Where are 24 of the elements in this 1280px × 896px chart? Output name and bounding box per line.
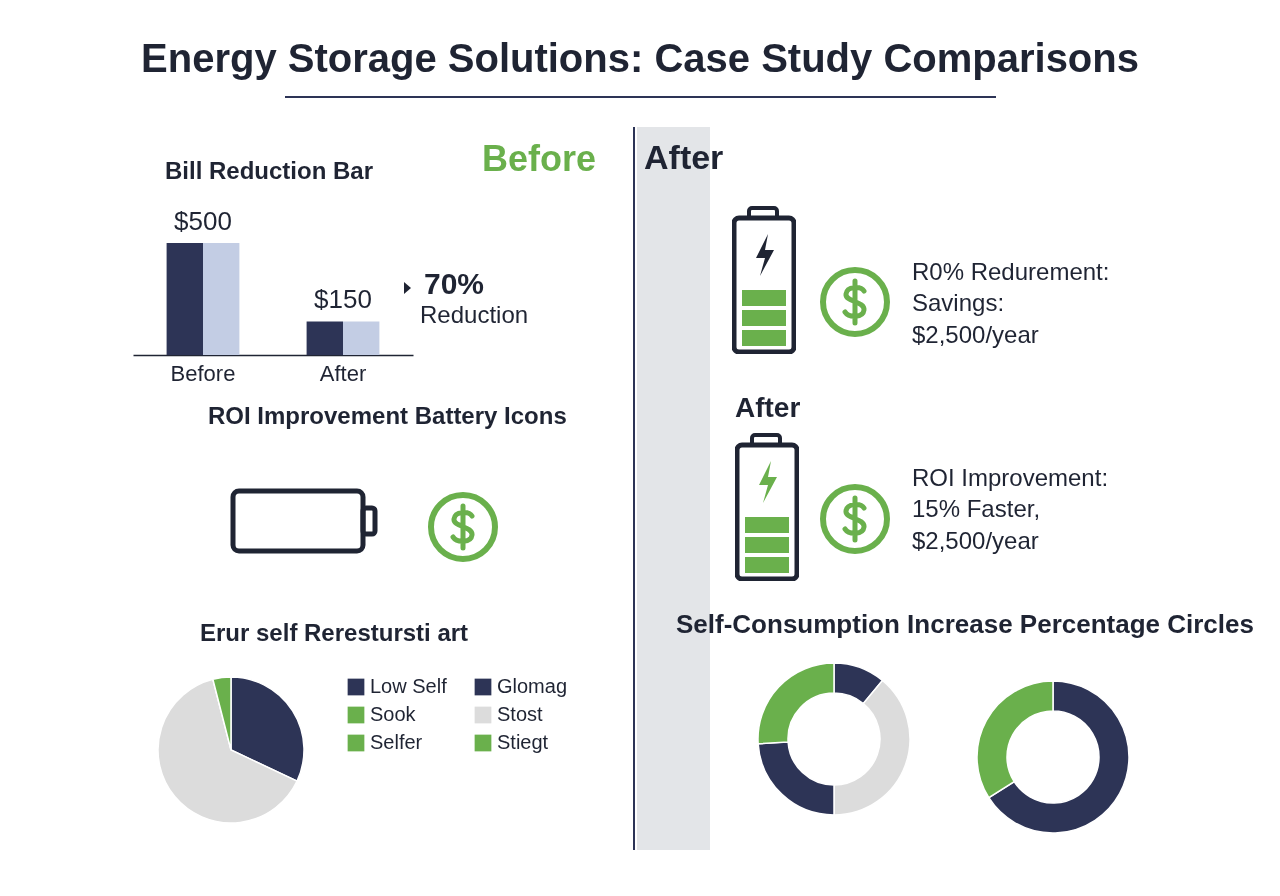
- text: After: [735, 392, 801, 424]
- legend-label: Sook: [370, 703, 417, 725]
- text: Before: [482, 138, 597, 180]
- text: After: [644, 138, 724, 177]
- chart-title: Erur self Rerestursti art: [200, 619, 469, 646]
- legend-label: Stiegt: [497, 731, 549, 753]
- text: $2,500/year: [912, 321, 1039, 349]
- legend-label: Stost: [497, 703, 544, 725]
- text: $2,500/year: [912, 527, 1039, 555]
- legend-label: Selfer: [370, 731, 423, 753]
- legend-label: Low Self: [370, 675, 448, 697]
- text: Self-Consumption Increase Percentage Circles: [676, 609, 1254, 639]
- data-label: $500: [174, 206, 232, 236]
- text: Energy Storage Solutions: Case Study Comparisons: [140, 36, 1140, 81]
- text: Reduction: [420, 301, 529, 329]
- text: R0% Redurement:: [912, 258, 1110, 286]
- text: ROI Improvement Battery Icons: [208, 402, 567, 430]
- data-label: $150: [314, 284, 372, 315]
- chart-title: Bill Reduction Bar: [165, 157, 374, 184]
- text: Savings:: [912, 289, 1005, 317]
- text: 15% Faster,: [912, 495, 1041, 523]
- legend-label: Glomag: [497, 675, 568, 697]
- text: ROI Improvement:: [912, 464, 1109, 492]
- text: 70%: [424, 267, 485, 301]
